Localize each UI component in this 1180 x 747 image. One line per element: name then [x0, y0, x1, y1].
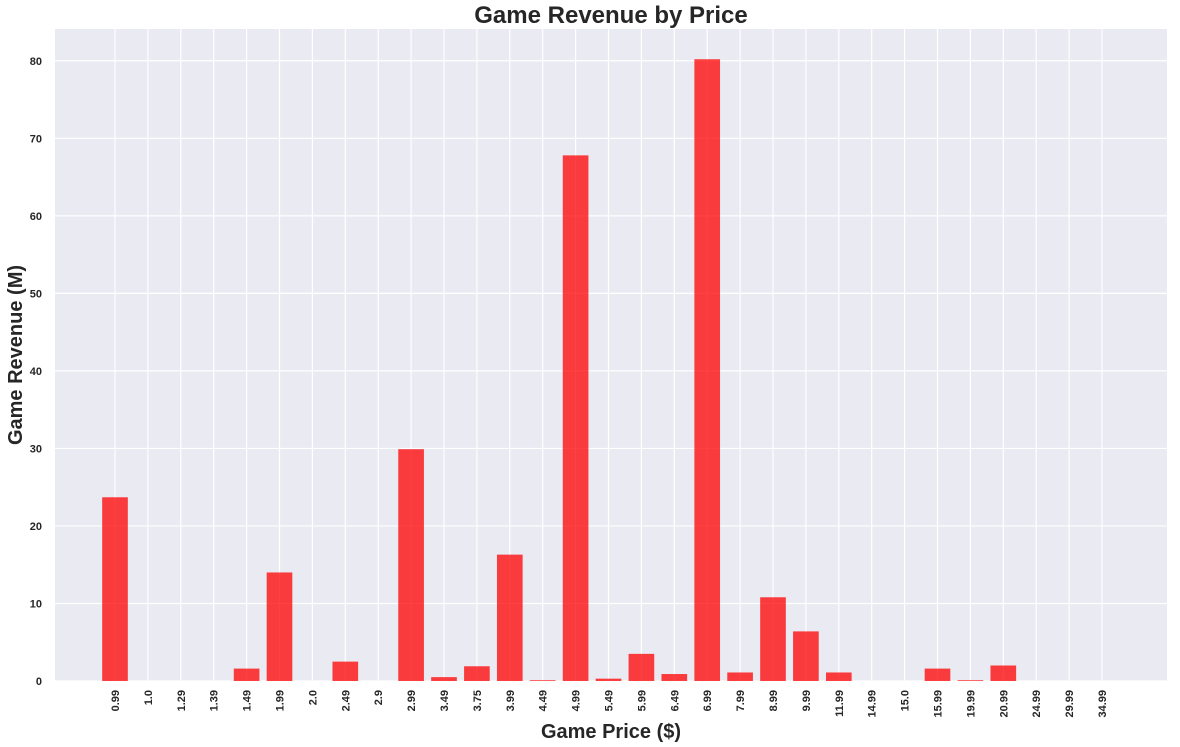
- bars: [102, 59, 1017, 682]
- chart-title: Game Revenue by Price: [474, 2, 747, 29]
- x-tick-label: 6.49: [669, 690, 681, 711]
- y-tick-label: 60: [30, 211, 42, 223]
- x-tick-label: 15.0: [900, 690, 912, 711]
- x-tick-label: 1.99: [275, 690, 287, 711]
- bar-3.75: [464, 666, 490, 681]
- x-tick-label: 9.99: [801, 690, 813, 711]
- x-axis-title: Game Price ($): [541, 721, 681, 743]
- bar-2.99: [398, 449, 424, 681]
- bar-1.99: [266, 572, 293, 681]
- x-tick-label: 7.99: [735, 690, 747, 711]
- y-axis-title: Game Revenue (M): [5, 265, 27, 445]
- x-tick-label: 3.75: [472, 690, 484, 711]
- x-tick-label: 4.99: [571, 690, 583, 711]
- y-tick-label: 70: [30, 133, 42, 145]
- x-tick-label: 11.99: [834, 690, 846, 717]
- bar-19.99: [957, 680, 984, 681]
- y-tick-label: 30: [30, 443, 42, 455]
- x-tick-label: 3.49: [439, 690, 451, 711]
- bar-20.99: [990, 665, 1017, 681]
- x-tick-label: 15.99: [933, 690, 945, 718]
- bar-9.99: [793, 631, 819, 681]
- x-tick-label: 5.99: [636, 690, 648, 711]
- bar-7.99: [727, 672, 753, 681]
- bar-3.49: [431, 677, 457, 681]
- x-tick-label: 2.9: [373, 690, 385, 705]
- grid-lines: [55, 29, 1167, 682]
- x-tick-label: 1.0: [143, 690, 155, 705]
- bar-3.99: [496, 554, 523, 681]
- x-tick-label: 5.49: [604, 690, 616, 711]
- x-tick-label: 1.49: [242, 690, 254, 711]
- bar-0.99: [102, 497, 128, 681]
- bar-4.99: [562, 155, 589, 682]
- x-axis-ticks: 0.99 1.0 1.29 1.39 1.49 1.99 2.0 2.49 2.9 2.99 3.4…: [110, 690, 1109, 718]
- x-tick-label: 3.99: [505, 690, 517, 711]
- x-tick-label: 8.99: [768, 690, 780, 711]
- y-tick-label: 10: [30, 598, 42, 610]
- x-tick-label: 20.99: [998, 690, 1010, 718]
- bar-5.99: [628, 653, 655, 681]
- y-tick-label: 80: [30, 56, 42, 68]
- x-tick-label: 4.49: [538, 690, 550, 711]
- x-tick-label: 2.49: [340, 690, 352, 711]
- x-tick-label: 0.99: [110, 690, 122, 711]
- bar-2.49: [332, 661, 359, 681]
- x-tick-label: 2.99: [406, 690, 418, 711]
- x-tick-label: 6.99: [702, 690, 714, 711]
- y-axis-ticks: 0 10 20 30 40 50 60 70 80: [30, 56, 42, 688]
- bar-15.99: [924, 668, 951, 681]
- x-tick-label: 29.99: [1064, 690, 1076, 718]
- y-tick-label: 20: [30, 521, 42, 533]
- bar-5.49: [595, 678, 622, 681]
- bar-8.99: [760, 597, 786, 681]
- x-tick-label: 24.99: [1031, 690, 1043, 718]
- bar-4.49: [529, 680, 556, 681]
- x-tick-label: 1.29: [176, 690, 188, 711]
- bar-11.99: [825, 672, 852, 681]
- x-tick-label: 1.39: [209, 690, 221, 711]
- x-tick-label: 14.99: [867, 690, 879, 718]
- x-tick-label: 34.99: [1097, 690, 1109, 718]
- y-tick-label: 50: [30, 288, 42, 300]
- bar-6.49: [661, 674, 688, 681]
- x-tick-label: 19.99: [965, 690, 977, 718]
- bar-1.49: [233, 668, 260, 681]
- bar-6.99: [694, 59, 721, 682]
- x-tick-label: 2.0: [307, 690, 319, 705]
- plot-area: [55, 29, 1167, 681]
- y-tick-label: 0: [36, 676, 42, 688]
- y-tick-label: 40: [30, 366, 42, 378]
